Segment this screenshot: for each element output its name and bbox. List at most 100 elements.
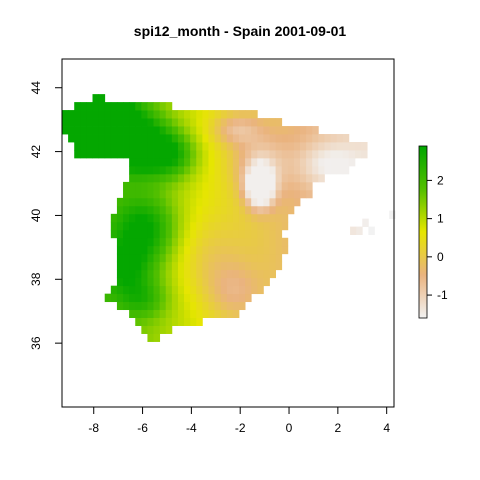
raster-cell bbox=[312, 173, 319, 183]
raster-cell bbox=[226, 118, 234, 127]
raster-cell bbox=[177, 205, 185, 215]
raster-cell bbox=[281, 181, 289, 191]
raster-cell bbox=[135, 309, 142, 318]
raster-cell bbox=[190, 221, 197, 231]
raster-cell bbox=[232, 293, 240, 303]
raster-cell bbox=[177, 237, 185, 247]
raster-cell bbox=[135, 157, 142, 167]
raster-cell bbox=[141, 165, 148, 175]
y-tick-label: 36 bbox=[29, 336, 43, 350]
raster-cell bbox=[116, 253, 124, 263]
raster-cell bbox=[159, 134, 167, 143]
raster-cell bbox=[342, 149, 350, 159]
raster-cell bbox=[171, 229, 179, 239]
raster-cell bbox=[153, 213, 161, 223]
raster-cell bbox=[251, 189, 258, 199]
raster-cell bbox=[190, 285, 197, 295]
raster-cell bbox=[123, 293, 130, 303]
raster-cell bbox=[263, 157, 270, 167]
raster-cell bbox=[141, 181, 148, 191]
raster-cell bbox=[165, 309, 173, 318]
raster-cell bbox=[190, 173, 197, 183]
raster-cell bbox=[123, 301, 130, 311]
raster-cell bbox=[177, 173, 185, 183]
raster-cell bbox=[196, 293, 203, 303]
raster-layer bbox=[62, 94, 396, 342]
colorbar-tick-label: 2 bbox=[437, 173, 444, 187]
raster-cell bbox=[177, 309, 185, 318]
raster-cell bbox=[238, 229, 246, 239]
raster-cell bbox=[177, 317, 185, 326]
raster-cell bbox=[208, 118, 215, 127]
raster-cell bbox=[86, 149, 93, 159]
raster-cell bbox=[269, 269, 276, 279]
raster-cell bbox=[98, 118, 106, 127]
raster-cell bbox=[226, 142, 234, 151]
raster-cell bbox=[208, 205, 215, 215]
raster-cell bbox=[147, 102, 154, 111]
raster-cell bbox=[165, 229, 173, 239]
raster-cell bbox=[135, 134, 142, 143]
raster-cell bbox=[220, 253, 228, 263]
raster-cell bbox=[389, 210, 396, 220]
raster-cell bbox=[116, 142, 124, 151]
raster-cell bbox=[202, 277, 209, 287]
raster-cell bbox=[129, 189, 136, 199]
raster-cell bbox=[238, 293, 246, 303]
raster-cell bbox=[269, 173, 276, 183]
raster-cell bbox=[165, 301, 173, 311]
raster-cell bbox=[86, 134, 93, 143]
raster-cell bbox=[129, 269, 136, 279]
raster-cell bbox=[300, 157, 307, 167]
raster-cell bbox=[190, 197, 197, 207]
raster-cell bbox=[153, 229, 161, 239]
raster-cell bbox=[184, 277, 191, 287]
raster-cell bbox=[184, 134, 191, 143]
raster-cell bbox=[147, 118, 154, 127]
raster-cell bbox=[220, 245, 228, 255]
raster-cell bbox=[324, 157, 331, 167]
raster-cell bbox=[159, 157, 167, 167]
raster-cell bbox=[263, 253, 270, 263]
raster-cell bbox=[116, 102, 124, 111]
raster-cell bbox=[251, 221, 258, 231]
raster-cell bbox=[226, 245, 234, 255]
raster-cell bbox=[171, 142, 179, 151]
raster-cell bbox=[80, 134, 87, 143]
raster-cell bbox=[147, 165, 154, 175]
raster-cell bbox=[220, 277, 228, 287]
raster-cell bbox=[293, 173, 301, 183]
raster-cell bbox=[135, 213, 142, 223]
raster-cell bbox=[165, 134, 173, 143]
raster-cell bbox=[226, 126, 234, 135]
raster-cell bbox=[153, 285, 161, 295]
raster-cell bbox=[159, 317, 167, 326]
raster-cell bbox=[153, 189, 161, 199]
raster-cell bbox=[238, 118, 246, 127]
raster-cell bbox=[159, 142, 167, 151]
raster-cell bbox=[153, 293, 161, 303]
raster-cell bbox=[123, 229, 130, 239]
raster-cell bbox=[153, 221, 161, 231]
raster-cell bbox=[116, 118, 124, 127]
raster-cell bbox=[74, 118, 81, 127]
raster-cell bbox=[135, 301, 142, 311]
raster-cell bbox=[251, 197, 258, 207]
raster-cell bbox=[232, 126, 240, 135]
raster-cell bbox=[190, 157, 197, 167]
raster-cell bbox=[135, 197, 142, 207]
raster-cell bbox=[300, 134, 307, 143]
raster-cell bbox=[287, 134, 295, 143]
raster-cell bbox=[165, 149, 173, 159]
raster-cell bbox=[238, 261, 246, 271]
raster-cell bbox=[153, 157, 161, 167]
raster-cell bbox=[238, 253, 246, 263]
raster-cell bbox=[153, 237, 161, 247]
raster-cell bbox=[226, 277, 234, 287]
raster-cell bbox=[238, 157, 246, 167]
raster-cell bbox=[214, 134, 222, 143]
raster-cell bbox=[141, 309, 148, 318]
raster-cell bbox=[74, 126, 81, 135]
raster-cell bbox=[361, 149, 368, 159]
raster-cell bbox=[208, 261, 215, 271]
